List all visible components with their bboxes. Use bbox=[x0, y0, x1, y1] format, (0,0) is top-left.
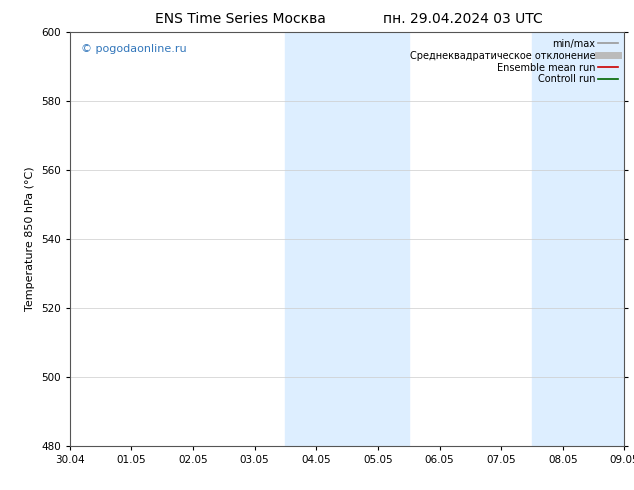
Legend: min/max, Среднеквадратическое отклонение, Ensemble mean run, Controll run: min/max, Среднеквадратическое отклонение… bbox=[408, 37, 619, 86]
Bar bbox=[532, 32, 624, 446]
Text: © pogodaonline.ru: © pogodaonline.ru bbox=[81, 44, 186, 54]
Bar bbox=[285, 32, 409, 446]
Text: пн. 29.04.2024 03 UTC: пн. 29.04.2024 03 UTC bbox=[383, 12, 543, 26]
Y-axis label: Temperature 850 hPa (°C): Temperature 850 hPa (°C) bbox=[25, 167, 36, 311]
Text: ENS Time Series Москва: ENS Time Series Москва bbox=[155, 12, 327, 26]
